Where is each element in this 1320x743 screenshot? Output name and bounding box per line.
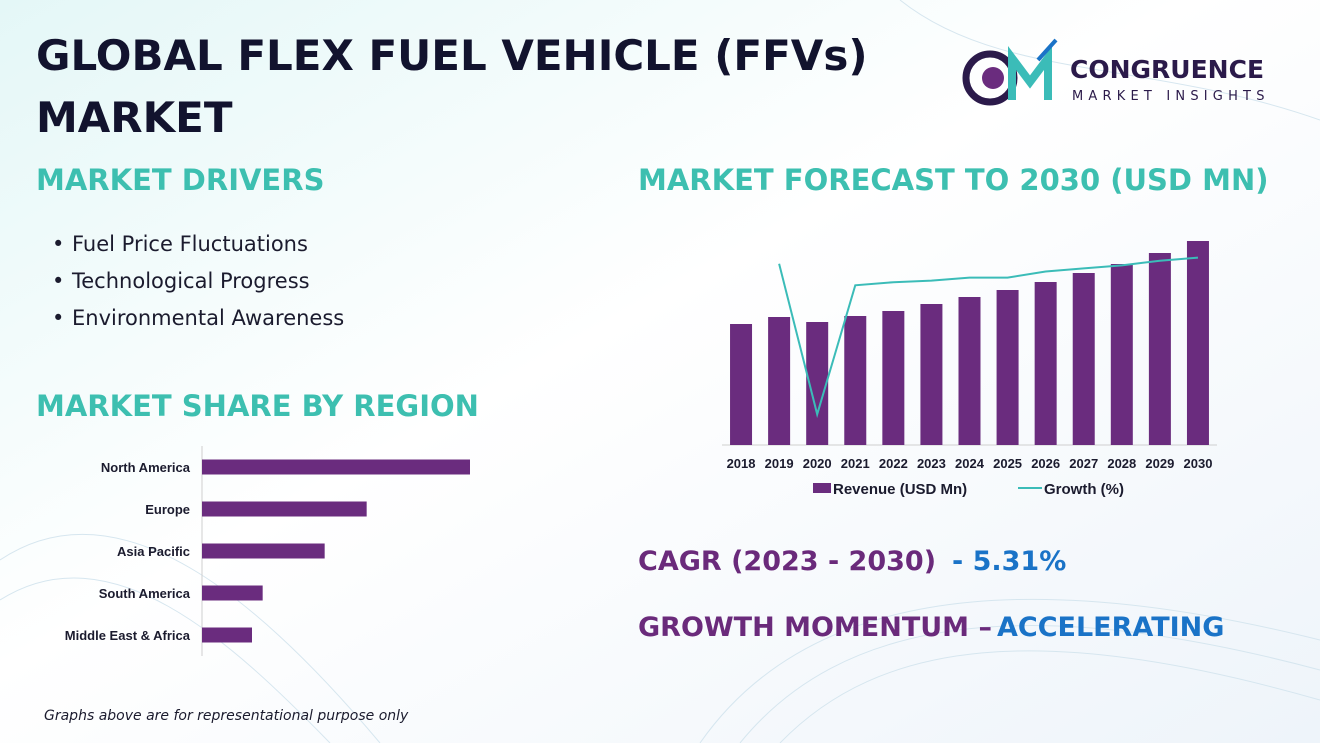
bar: [1148, 253, 1171, 445]
cagr-label: CAGR (2023 - 2030): [638, 546, 936, 577]
bullet: •: [52, 269, 64, 293]
x-tick-label: 2030: [1184, 456, 1213, 471]
footnote: Graphs above are for representational pu…: [44, 708, 409, 724]
driver-list: • Fuel Price Fluctuations • Technologica…: [52, 232, 344, 330]
legend-swatch: [813, 483, 831, 493]
y-tick-label: North America: [101, 460, 191, 475]
legend-label: Revenue (USD Mn): [833, 481, 967, 498]
bar: [882, 311, 905, 445]
bar: [202, 585, 263, 601]
bar: [920, 304, 943, 445]
bar: [996, 290, 1019, 445]
driver-item: Fuel Price Fluctuations: [72, 232, 308, 256]
bar: [202, 501, 367, 517]
section-heading: MARKET FORECAST TO 2030 (USD MN): [638, 163, 1268, 197]
logo-arrow: [1036, 38, 1058, 62]
logo: CONGRUENCE MARKET INSIGHTS: [962, 38, 1270, 106]
bar: [1186, 241, 1209, 445]
bar: [1034, 282, 1057, 445]
bar: [730, 324, 753, 445]
bar: [958, 297, 981, 445]
x-tick-label: 2020: [803, 456, 832, 471]
bar: [1110, 264, 1133, 445]
bar: [768, 317, 791, 445]
logo-name: CONGRUENCE: [1070, 55, 1264, 84]
bar: [1072, 273, 1095, 445]
x-tick-label: 2026: [1031, 456, 1060, 471]
y-tick-label: Asia Pacific: [117, 544, 190, 559]
bar: [806, 322, 829, 445]
y-tick-label: Europe: [145, 502, 190, 517]
x-tick-label: 2022: [879, 456, 908, 471]
bar: [202, 627, 252, 643]
title-line: GLOBAL FLEX FUEL VEHICLE (FFVs): [36, 31, 868, 80]
y-tick-label: Middle East & Africa: [65, 628, 191, 643]
bullet: •: [52, 306, 64, 330]
x-tick-label: 2023: [917, 456, 946, 471]
bar: [202, 459, 470, 475]
x-tick-label: 2024: [955, 456, 985, 471]
bullet: •: [52, 232, 64, 256]
x-tick-label: 2027: [1069, 456, 1098, 471]
momentum-label: GROWTH MOMENTUM –: [638, 612, 992, 643]
driver-item: Technological Progress: [71, 269, 310, 293]
logo-m: [1008, 46, 1052, 100]
logo-globe: [982, 67, 1004, 89]
cagr-value: - 5.31%: [952, 546, 1066, 577]
x-tick-label: 2029: [1145, 456, 1174, 471]
x-tick-label: 2019: [765, 456, 794, 471]
section-heading: MARKET SHARE BY REGION: [36, 389, 479, 423]
momentum-value: ACCELERATING: [997, 612, 1224, 643]
growth-line: [778, 256, 1199, 419]
x-tick-label: 2018: [727, 456, 756, 471]
y-tick-label: South America: [99, 586, 191, 601]
x-tick-label: 2021: [841, 456, 870, 471]
section-heading: MARKET DRIVERS: [36, 163, 324, 197]
bar: [844, 316, 867, 445]
x-tick-label: 2025: [993, 456, 1022, 471]
driver-item: Environmental Awareness: [72, 306, 344, 330]
legend-label: Growth (%): [1044, 481, 1124, 498]
title-line: MARKET: [36, 93, 233, 142]
logo-tagline: MARKET INSIGHTS: [1072, 89, 1270, 104]
bar: [202, 543, 325, 559]
x-tick-label: 2028: [1107, 456, 1136, 471]
